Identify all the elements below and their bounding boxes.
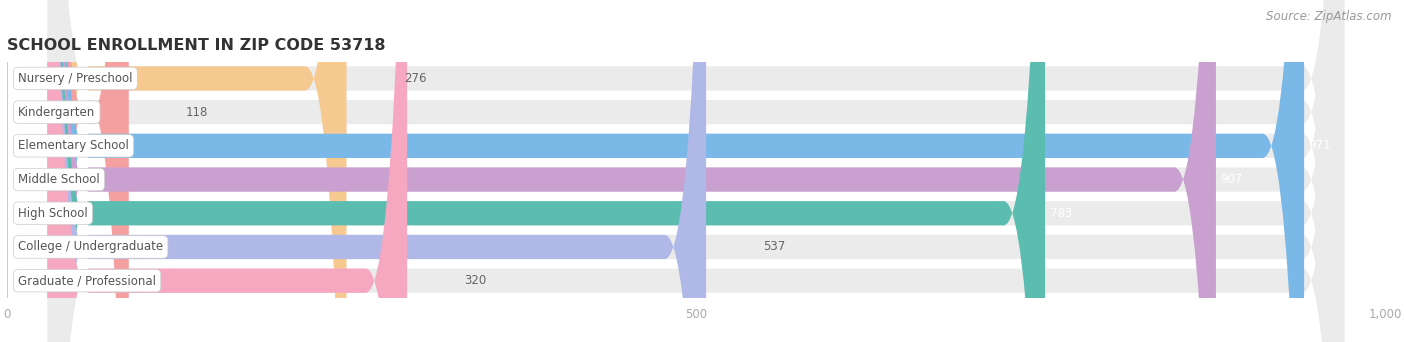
Text: 783: 783 [1050,207,1073,220]
FancyBboxPatch shape [48,0,1305,342]
Text: 537: 537 [763,240,786,253]
Text: Elementary School: Elementary School [18,139,129,152]
Text: 971: 971 [1309,139,1331,152]
FancyBboxPatch shape [48,0,1344,342]
FancyBboxPatch shape [48,0,1344,342]
FancyBboxPatch shape [48,0,1216,342]
FancyBboxPatch shape [48,0,1344,342]
Text: 118: 118 [186,106,208,119]
FancyBboxPatch shape [48,0,1344,342]
Text: Kindergarten: Kindergarten [18,106,96,119]
Text: High School: High School [18,207,87,220]
Text: Middle School: Middle School [18,173,100,186]
Text: Nursery / Preschool: Nursery / Preschool [18,72,132,85]
Text: College / Undergraduate: College / Undergraduate [18,240,163,253]
Text: 907: 907 [1220,173,1243,186]
FancyBboxPatch shape [48,0,346,342]
Text: SCHOOL ENROLLMENT IN ZIP CODE 53718: SCHOOL ENROLLMENT IN ZIP CODE 53718 [7,38,385,53]
FancyBboxPatch shape [48,0,408,342]
Text: Graduate / Professional: Graduate / Professional [18,274,156,287]
FancyBboxPatch shape [48,0,1344,342]
FancyBboxPatch shape [48,0,706,342]
FancyBboxPatch shape [48,0,1344,342]
Text: 276: 276 [404,72,426,85]
Text: Source: ZipAtlas.com: Source: ZipAtlas.com [1267,10,1392,23]
FancyBboxPatch shape [48,0,129,342]
FancyBboxPatch shape [48,0,1344,342]
FancyBboxPatch shape [48,0,1045,342]
Text: 320: 320 [464,274,486,287]
